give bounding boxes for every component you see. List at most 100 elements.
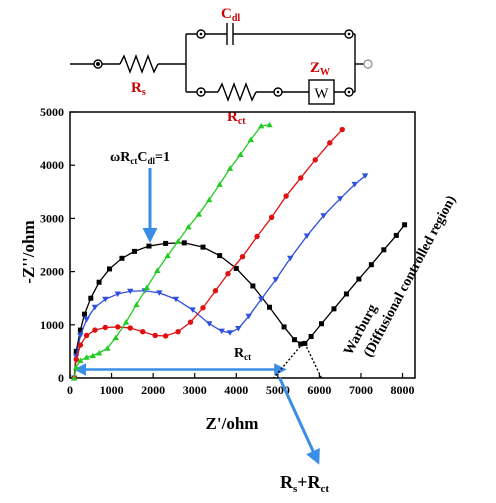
rct-resistor bbox=[217, 82, 257, 102]
data-point bbox=[143, 284, 151, 291]
data-point bbox=[106, 266, 112, 272]
data-point bbox=[320, 213, 327, 219]
data-point bbox=[226, 165, 234, 171]
data-point bbox=[266, 121, 273, 128]
data-point bbox=[402, 222, 408, 228]
data-point bbox=[119, 255, 125, 261]
data-point bbox=[195, 211, 203, 217]
data-point bbox=[393, 232, 399, 238]
data-point bbox=[163, 240, 169, 246]
x-axis-title: Z'/ohm bbox=[206, 414, 259, 433]
data-point bbox=[250, 283, 256, 289]
data-point bbox=[162, 333, 169, 339]
data-point bbox=[174, 238, 182, 244]
data-point bbox=[247, 136, 255, 143]
data-point bbox=[152, 332, 158, 339]
plot-axes: 0 1000 2000 3000 4000 5000 6000 7000 8000 0 1000 20… bbox=[40, 105, 416, 397]
series-line-1 bbox=[73, 175, 366, 379]
data-series bbox=[70, 121, 408, 381]
data-point bbox=[115, 324, 121, 330]
data-point bbox=[268, 214, 275, 221]
data-point bbox=[133, 301, 140, 308]
data-point bbox=[92, 327, 98, 333]
data-point bbox=[287, 255, 294, 262]
x-tick-label: 6000 bbox=[307, 383, 331, 397]
data-point bbox=[175, 329, 181, 335]
x-tick-label: 3000 bbox=[183, 383, 207, 397]
x-tick-label: 2000 bbox=[141, 383, 165, 397]
y-tick-label: 4000 bbox=[40, 158, 64, 172]
data-point bbox=[281, 324, 287, 330]
data-point bbox=[187, 319, 194, 325]
data-point bbox=[206, 196, 213, 203]
data-point bbox=[302, 340, 308, 346]
data-point bbox=[122, 319, 130, 325]
data-point bbox=[82, 311, 88, 317]
data-point bbox=[140, 329, 146, 335]
data-point bbox=[102, 296, 109, 303]
data-point bbox=[212, 288, 219, 294]
guides bbox=[73, 342, 323, 465]
cdl-label: Cdl bbox=[221, 6, 240, 24]
y-axis-title: -Z''/ohm bbox=[19, 220, 38, 283]
data-point bbox=[83, 332, 90, 339]
x-tick-label: 1000 bbox=[100, 383, 124, 397]
y-tick-label: 2000 bbox=[40, 265, 64, 279]
warburg-sublabel: (Diffusional controlled region) bbox=[361, 193, 459, 360]
omega-annotation: ωRctCdl=1 bbox=[110, 150, 170, 166]
x-tick-label: 7000 bbox=[349, 383, 373, 397]
data-point bbox=[245, 313, 252, 320]
data-point bbox=[331, 306, 337, 312]
data-point bbox=[312, 157, 318, 163]
warburg-box-label: W bbox=[314, 86, 329, 102]
data-point bbox=[96, 279, 102, 285]
data-point bbox=[303, 233, 311, 239]
data-point bbox=[368, 262, 374, 268]
equivalent-circuit bbox=[70, 23, 373, 105]
data-point bbox=[95, 349, 103, 356]
data-point bbox=[77, 342, 84, 348]
data-point bbox=[226, 330, 234, 336]
data-point bbox=[361, 173, 369, 179]
rs-rct-annotation: Rs+Rct bbox=[280, 472, 329, 495]
node-dot bbox=[347, 90, 351, 94]
series-line-2 bbox=[73, 129, 343, 379]
data-point bbox=[73, 364, 80, 370]
data-point bbox=[318, 321, 324, 327]
data-point bbox=[114, 291, 122, 297]
data-point bbox=[172, 296, 180, 303]
data-point bbox=[73, 356, 79, 363]
node-dot bbox=[95, 62, 100, 67]
node-dot bbox=[347, 32, 351, 36]
data-point bbox=[351, 181, 358, 188]
data-point bbox=[91, 304, 99, 311]
data-point bbox=[89, 352, 97, 359]
data-point bbox=[146, 243, 152, 249]
data-point bbox=[343, 291, 349, 297]
data-point bbox=[308, 334, 314, 340]
data-point bbox=[258, 122, 265, 129]
data-point bbox=[218, 328, 225, 335]
data-point bbox=[339, 126, 345, 133]
x-tick-label: 8000 bbox=[391, 383, 415, 397]
data-point bbox=[83, 316, 90, 323]
extrapolation-line bbox=[273, 342, 304, 379]
y-tick-label: 3000 bbox=[40, 211, 64, 225]
rs-rct-arrow bbox=[278, 377, 320, 465]
data-point bbox=[258, 296, 265, 303]
data-point bbox=[272, 277, 279, 283]
data-point bbox=[217, 253, 223, 259]
data-point bbox=[127, 325, 133, 331]
data-point bbox=[298, 341, 304, 347]
x-tick-label: 0 bbox=[67, 383, 73, 397]
zw-label: ZW bbox=[310, 60, 330, 78]
data-point bbox=[381, 247, 387, 253]
series-line-3 bbox=[73, 124, 270, 379]
data-point bbox=[181, 240, 187, 246]
data-point bbox=[267, 304, 273, 310]
data-point bbox=[297, 175, 304, 181]
dotted-line bbox=[304, 343, 323, 379]
data-point bbox=[327, 140, 333, 146]
data-point bbox=[291, 337, 297, 343]
